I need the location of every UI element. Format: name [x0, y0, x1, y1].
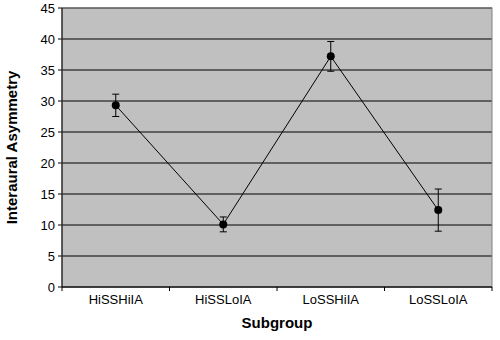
- y-tick-label: 35: [41, 63, 55, 78]
- grid-line: [62, 70, 492, 71]
- plot-frame: [62, 8, 492, 287]
- error-cap: [220, 216, 227, 217]
- grid-line: [62, 256, 492, 257]
- y-tick: [58, 132, 62, 133]
- x-axis-title: Subgroup: [242, 314, 313, 331]
- x-tick: [62, 287, 63, 291]
- y-axis-line: [62, 8, 63, 287]
- x-tick: [384, 287, 385, 291]
- y-tick: [58, 101, 62, 102]
- y-tick: [58, 225, 62, 226]
- y-tick-label: 0: [48, 280, 55, 295]
- grid-line: [62, 132, 492, 133]
- y-tick-label: 40: [41, 32, 55, 47]
- y-tick: [58, 70, 62, 71]
- error-cap: [435, 231, 442, 232]
- grid-line: [62, 163, 492, 164]
- error-cap: [220, 231, 227, 232]
- grid-line: [62, 101, 492, 102]
- data-point: [327, 52, 335, 60]
- data-point: [219, 220, 227, 228]
- y-tick-label: 15: [41, 187, 55, 202]
- y-axis-title: Interaural Asymmetry: [3, 70, 20, 224]
- data-point: [112, 101, 120, 109]
- grid-line: [62, 225, 492, 226]
- series-line: [116, 56, 439, 224]
- y-tick-label: 20: [41, 156, 55, 171]
- plot-background: [62, 8, 492, 287]
- y-tick: [58, 39, 62, 40]
- error-cap: [435, 189, 442, 190]
- data-group: [112, 41, 443, 231]
- error-bar: [220, 217, 227, 232]
- error-cap: [327, 41, 334, 42]
- error-bar: [112, 94, 119, 116]
- y-tick: [58, 163, 62, 164]
- x-tick: [169, 287, 170, 291]
- error-cap: [112, 116, 119, 117]
- y-tick-label: 5: [48, 249, 55, 264]
- x-tick-label: LoSSHiIA: [303, 292, 360, 307]
- grid-line: [62, 39, 492, 40]
- error-cap: [112, 94, 119, 95]
- y-tick: [58, 287, 62, 288]
- y-tick-label: 45: [41, 1, 55, 16]
- x-tick: [492, 287, 493, 291]
- x-tick: [277, 287, 278, 291]
- y-tick: [58, 194, 62, 195]
- chart-svg: 0 5 10 15 20 25 30 35 40 45 HiSSHiIA HiSSLoIA LoSSHi…: [0, 0, 500, 340]
- y-tick-label: 25: [41, 125, 55, 140]
- y-tick-label: 10: [41, 218, 55, 233]
- y-tick-label: 30: [41, 94, 55, 109]
- error-bar: [327, 41, 334, 71]
- y-tick: [58, 256, 62, 257]
- data-point: [434, 206, 442, 214]
- error-cap: [327, 71, 334, 72]
- chart-container: 0 5 10 15 20 25 30 35 40 45 HiSSHiIA HiSSLoIA LoSSHi…: [0, 0, 500, 340]
- y-tick: [58, 8, 62, 9]
- x-tick-label: HiSSLoIA: [195, 292, 252, 307]
- error-bar: [435, 189, 442, 231]
- x-tick-label: LoSSLoIA: [409, 292, 468, 307]
- x-tick-label: HiSSHiIA: [89, 292, 144, 307]
